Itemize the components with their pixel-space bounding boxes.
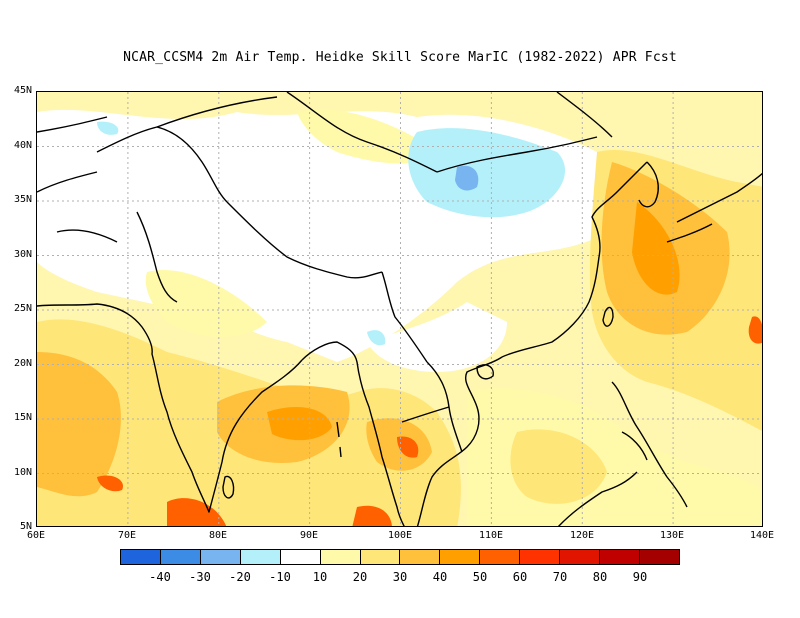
lon-label: 100E <box>387 530 413 541</box>
lon-label: 140E <box>749 530 775 541</box>
lon-label: 60E <box>26 530 46 541</box>
lat-lon-grid <box>37 92 762 526</box>
colorbar-swatch <box>160 550 201 564</box>
colorbar-swatch <box>600 550 640 564</box>
colorbar-swatch <box>200 550 241 564</box>
colorbar-swatch <box>400 550 441 564</box>
skill-score-map <box>37 92 762 526</box>
lon-label: 70E <box>117 530 137 541</box>
colorbar-label: 50 <box>472 570 488 584</box>
lon-label: 80E <box>208 530 228 541</box>
lat-label: 35N <box>13 194 32 205</box>
colorbar-swatch <box>480 550 521 564</box>
lat-label: 25N <box>13 303 32 314</box>
lat-label: 15N <box>13 412 32 423</box>
colorbar-label: 10 <box>312 570 328 584</box>
lon-label: 130E <box>659 530 685 541</box>
colorbar-swatch <box>240 550 281 564</box>
colorbar-label: 90 <box>632 570 648 584</box>
lat-label: 10N <box>13 467 32 478</box>
coastlines <box>37 92 762 526</box>
lat-label: 5N <box>19 521 32 532</box>
colorbar-label: -20 <box>229 570 251 584</box>
colorbar-label: 70 <box>552 570 568 584</box>
colorbar-swatch <box>440 550 481 564</box>
lat-label: 45N <box>13 85 32 96</box>
lon-label: 110E <box>478 530 504 541</box>
colorbar-label: 40 <box>432 570 448 584</box>
lat-label: 20N <box>13 358 32 369</box>
colorbar-label: 80 <box>592 570 608 584</box>
map-title: NCAR_CCSM4 2m Air Temp. Heidke Skill Sco… <box>123 50 677 65</box>
colorbar-swatch <box>320 550 361 564</box>
colorbar-swatch <box>360 550 401 564</box>
colorbar-swatch <box>280 550 321 564</box>
colorbar-label: 20 <box>352 570 368 584</box>
colorbar-label: 60 <box>512 570 528 584</box>
lat-label: 40N <box>13 140 32 151</box>
lon-label: 90E <box>299 530 319 541</box>
lat-label: 30N <box>13 249 32 260</box>
shading-layer <box>37 92 762 526</box>
lon-label: 120E <box>569 530 595 541</box>
colorbar-label: -10 <box>269 570 291 584</box>
colorbar-swatch <box>560 550 601 564</box>
colorbar-swatch <box>121 550 161 564</box>
colorbar-label: -30 <box>189 570 211 584</box>
colorbar-swatch <box>520 550 561 564</box>
colorbar-label: 30 <box>392 570 408 584</box>
colorbar-label: -40 <box>149 570 171 584</box>
map-frame <box>36 91 763 527</box>
colorbar <box>120 549 680 565</box>
colorbar-swatch <box>639 550 679 564</box>
